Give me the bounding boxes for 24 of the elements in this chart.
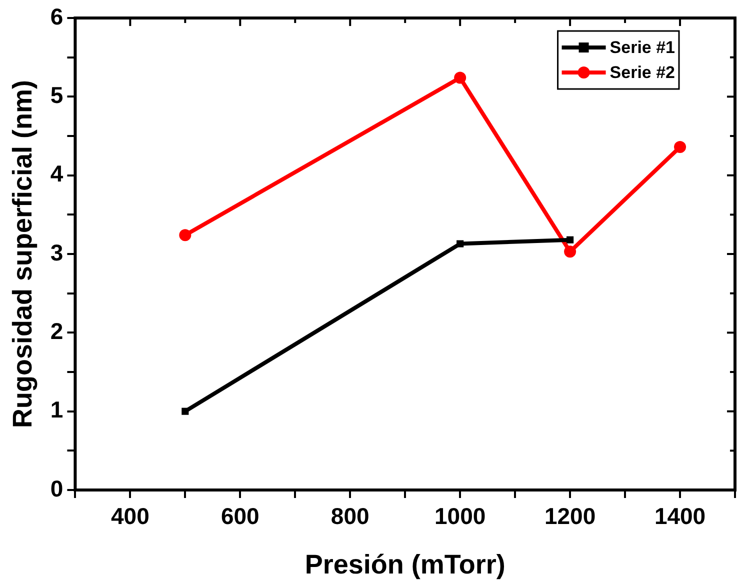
- point: [454, 72, 466, 84]
- point: [674, 141, 686, 154]
- point: [564, 246, 576, 258]
- x-tick-label: 1000: [434, 503, 486, 530]
- legend-label: Serie #1: [610, 38, 676, 58]
- x-tick-label: 1400: [654, 503, 706, 530]
- y-tick-label: 1: [50, 396, 64, 423]
- point: [182, 408, 189, 415]
- point: [456, 240, 464, 248]
- y-axis-title: Rugosidad superficial (nm): [8, 80, 38, 428]
- y-tick-label: 6: [50, 3, 64, 30]
- y-tick-label: 5: [50, 82, 64, 108]
- x-tick-label: 400: [110, 503, 150, 530]
- y-tick-label: 4: [50, 160, 64, 187]
- point: [179, 229, 192, 242]
- x-tick-label: 800: [330, 503, 370, 530]
- y-tick-label: 3: [50, 239, 64, 266]
- x-tick-label: 600: [220, 503, 260, 530]
- x-axis-title: Presión (mTorr): [304, 549, 506, 580]
- x-tick-label: 1200: [544, 503, 596, 530]
- y-tick-label: 2: [50, 318, 64, 344]
- point: [566, 236, 574, 244]
- legend-label: Serie #2: [610, 63, 676, 82]
- y-tick-label: 0: [50, 475, 64, 502]
